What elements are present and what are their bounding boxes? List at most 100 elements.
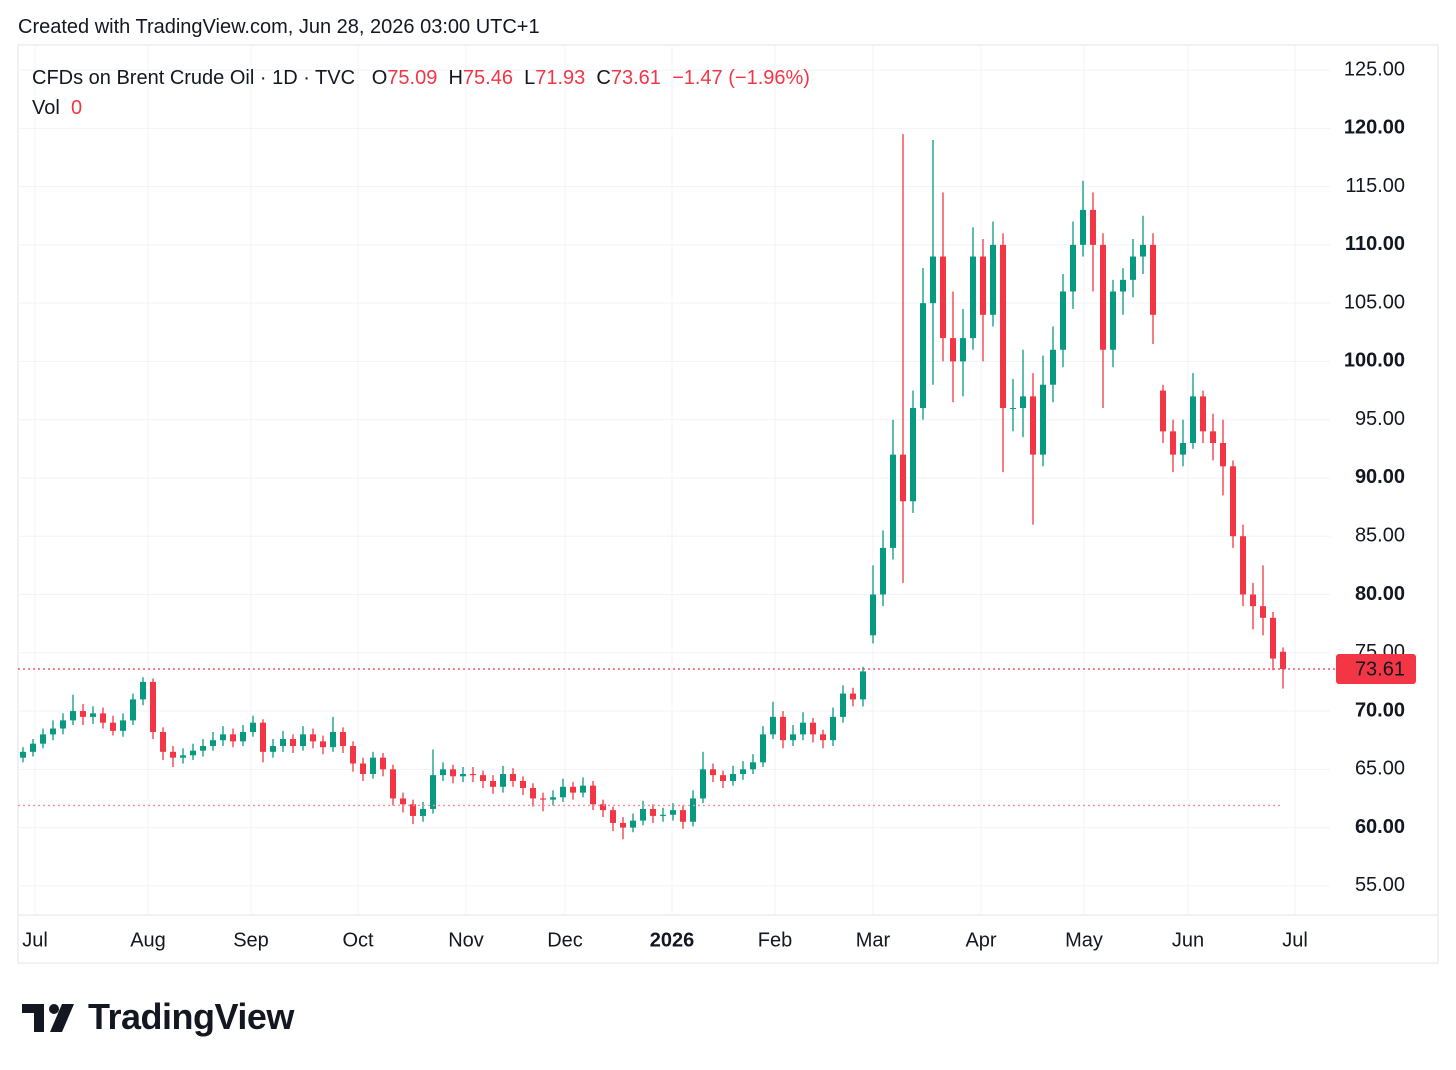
candle-body	[1160, 390, 1166, 432]
candle-body	[770, 716, 776, 735]
candle-body	[330, 732, 336, 748]
candle-body	[80, 711, 86, 717]
candle-body	[350, 746, 356, 764]
candle-body	[100, 713, 106, 723]
candle-body	[300, 734, 306, 747]
candle-body	[1270, 617, 1276, 659]
candle-body	[410, 804, 416, 816]
candle-body	[1020, 396, 1026, 409]
chart-frame	[17, 44, 1439, 964]
candle-body	[1280, 651, 1286, 669]
candle-body	[580, 785, 586, 793]
candle-body	[1040, 384, 1046, 455]
candle-body	[570, 786, 576, 793]
candle-body	[660, 814, 666, 816]
candle-body	[460, 773, 466, 777]
candle-body	[150, 681, 156, 733]
candle-body	[200, 746, 206, 751]
candle-body	[950, 338, 956, 362]
candle-body	[780, 716, 786, 741]
candle-body	[420, 808, 426, 816]
ohlc-value: 73.61	[610, 67, 661, 89]
last-price-label: 73.61	[1355, 658, 1405, 680]
candle-body	[450, 769, 456, 777]
candle-body	[1070, 244, 1076, 292]
candle-body	[110, 722, 116, 731]
candle-body	[1150, 244, 1156, 315]
candle-body	[120, 720, 126, 731]
legend-row: CFDs on Brent Crude Oil · 1D · TVC O75.0…	[32, 63, 810, 93]
legend: CFDs on Brent Crude Oil · 1D · TVC O75.0…	[32, 63, 810, 123]
candle-body	[640, 808, 646, 821]
candle-body	[1200, 396, 1206, 432]
candle-body	[1110, 291, 1116, 350]
candle-body	[540, 798, 546, 800]
candle-body	[20, 751, 26, 758]
candle-body	[610, 810, 616, 823]
x-tick-label: Aug	[130, 929, 166, 951]
candle-body	[1170, 431, 1176, 455]
candle-body	[790, 734, 796, 741]
candle-body	[860, 671, 866, 700]
candle-body	[1000, 244, 1006, 409]
candle-body	[650, 808, 656, 816]
candle-body	[90, 713, 96, 717]
y-tick-label: 60.00	[1355, 816, 1405, 838]
candle-body	[560, 786, 566, 798]
y-tick-label: 95.00	[1355, 408, 1405, 430]
candle-body	[390, 769, 396, 799]
candle-body	[740, 769, 746, 774]
candle-body	[180, 755, 186, 758]
last-price-box	[1336, 653, 1416, 684]
x-tick-label: Dec	[547, 929, 583, 951]
y-tick-label: 70.00	[1355, 699, 1405, 721]
candle-body	[880, 547, 886, 595]
candle-body	[290, 739, 296, 747]
candle-body	[470, 773, 476, 776]
ohlc-value: 75.09	[387, 67, 438, 89]
candle-body	[340, 732, 346, 747]
candle-body	[850, 693, 856, 700]
change-pct: (−1.96%)	[728, 67, 810, 89]
x-tick-label: Apr	[965, 929, 996, 951]
candle-body	[1240, 536, 1246, 595]
candle-body	[1140, 244, 1146, 257]
y-tick-label: 100.00	[1344, 350, 1405, 372]
candle-body	[960, 338, 966, 362]
candle-body	[1190, 396, 1196, 443]
candle-body	[920, 303, 926, 409]
candle-body	[1090, 209, 1096, 245]
candle-body	[270, 746, 276, 752]
x-tick-label: Jul	[22, 929, 48, 951]
x-tick-label: Mar	[856, 929, 891, 951]
candle-body	[930, 256, 936, 304]
logo	[22, 1004, 74, 1032]
ohlc-label: L	[524, 67, 536, 89]
candle-body	[70, 711, 76, 721]
x-tick-label: 2026	[650, 929, 695, 951]
candle-body	[380, 757, 386, 770]
volume-value: 0	[70, 97, 83, 119]
candle-body	[1220, 442, 1226, 467]
candle-body	[360, 763, 366, 774]
candle-body	[620, 822, 626, 828]
candle-body	[500, 773, 506, 787]
y-tick-label: 55.00	[1355, 874, 1405, 896]
legend-row: Vol 0	[32, 93, 810, 123]
candle-body	[190, 750, 196, 756]
volume-label: Vol	[32, 97, 60, 119]
candle-body	[690, 798, 696, 822]
y-tick-label: 80.00	[1355, 583, 1405, 605]
candle-body	[1080, 209, 1086, 245]
x-tick-label: Jul	[1282, 929, 1308, 951]
candle-body	[940, 256, 946, 339]
candle-body	[260, 722, 266, 752]
candle-body	[870, 594, 876, 636]
candle-body	[210, 740, 216, 747]
ohlc-label: O	[371, 67, 388, 89]
candle-body	[230, 734, 236, 742]
candle-body	[630, 820, 636, 828]
y-tick-label: 90.00	[1355, 466, 1405, 488]
